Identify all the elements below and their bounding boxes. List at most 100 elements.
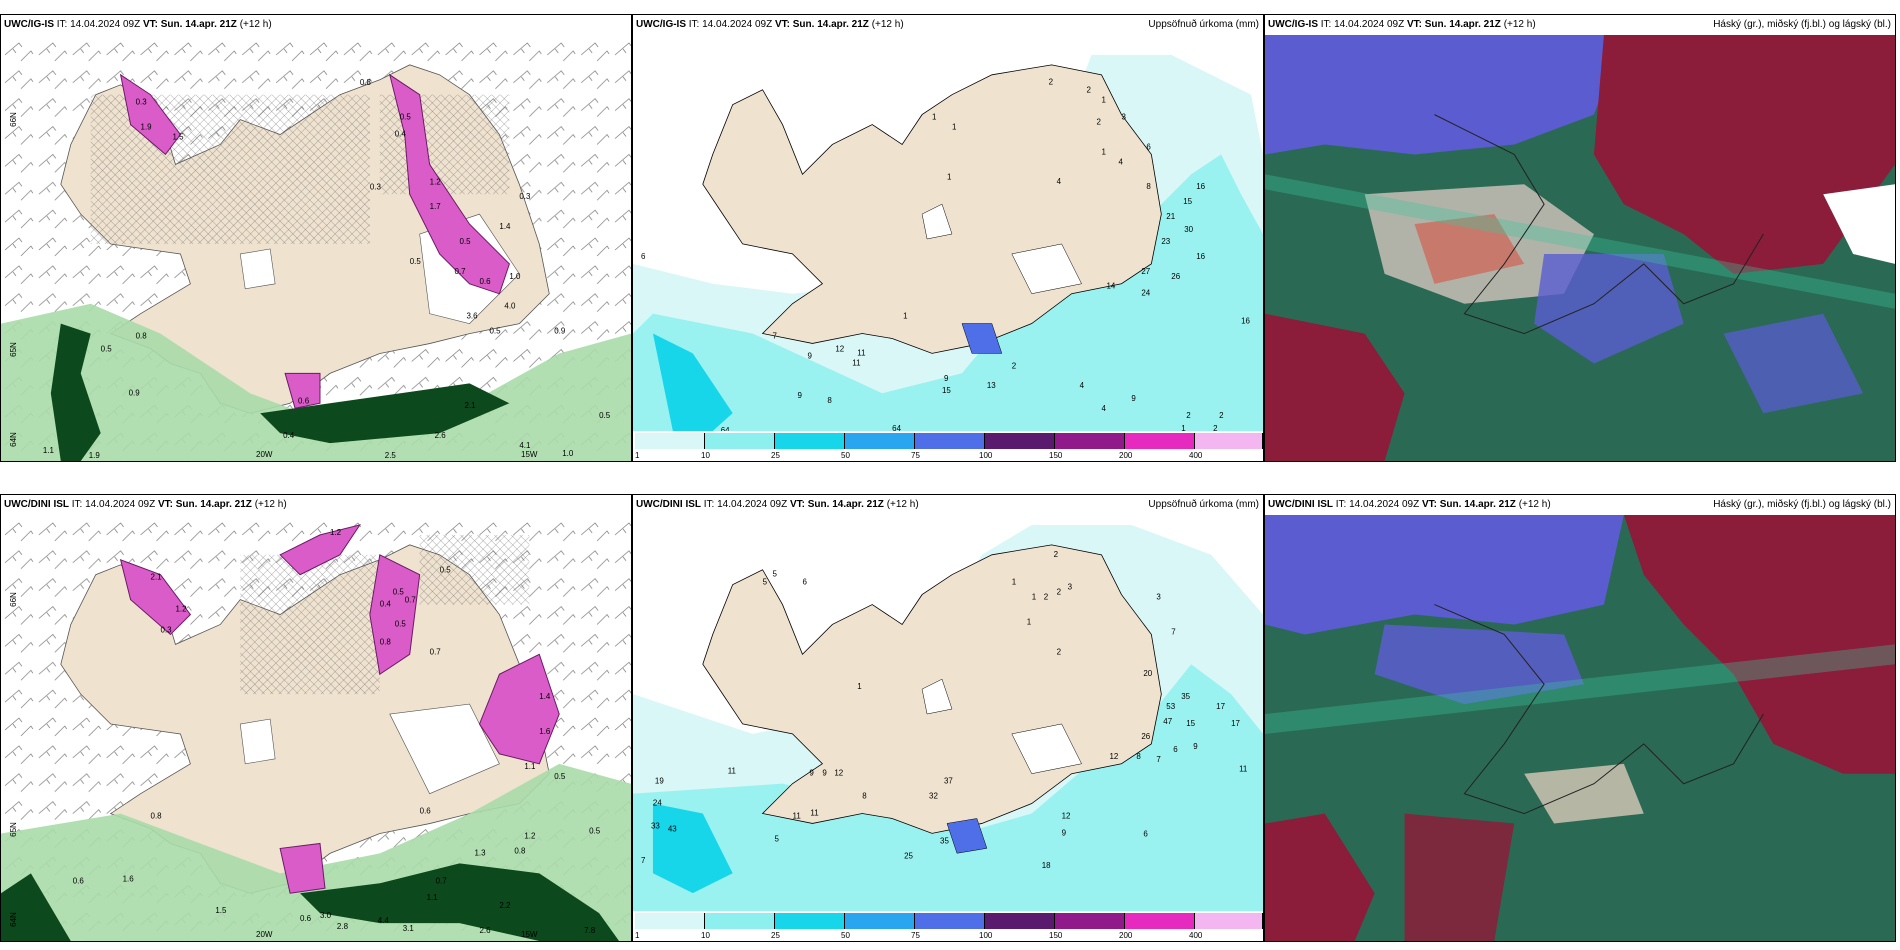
precip-value: 9 (1062, 828, 1067, 837)
precip-value: 2 (1186, 411, 1191, 420)
precip-value: 26 (1141, 732, 1150, 741)
precip-value: 17 (1231, 719, 1240, 728)
precip-value: 37 (944, 777, 953, 786)
valid-time: Sun. 14.apr. 21Z (792, 19, 869, 30)
wind-value: 0.5 (400, 113, 412, 122)
lead-time: (+12 h) (1503, 19, 1536, 30)
lead-time: (+12 h) (871, 19, 904, 30)
pink-precip-south (284, 372, 321, 409)
wind-value: 4.1 (519, 441, 531, 450)
lat-label: 64N (8, 432, 18, 447)
precip-value: 1 (1032, 593, 1037, 602)
model-name: UWC/IG-IS (1268, 19, 1318, 30)
wind-value: 2.1 (151, 573, 163, 582)
precip-value: 2 (1012, 361, 1017, 370)
low-cloud-center (1534, 253, 1684, 364)
precip-value: 32 (929, 792, 938, 801)
precip-value: 64 (721, 426, 730, 431)
top-cloud-panel: UWC/IG-IS IT: 14.04.2024 09Z VT: Sun. 14… (1264, 14, 1896, 462)
panel-title: Uppsöfnuð úrkoma (mm) (1148, 19, 1259, 30)
wind-value: 4.0 (504, 302, 516, 311)
precip-value: 2 (1049, 78, 1054, 87)
pink-precip-north (279, 524, 421, 676)
top-cloud-header: UWC/IG-IS IT: 14.04.2024 09Z VT: Sun. 14… (1265, 15, 1895, 35)
colorbar-tick: 150 (1049, 931, 1063, 940)
precip-value: 26 (1171, 272, 1180, 281)
colorbar-tick: 50 (841, 931, 850, 940)
wind-value: 0.6 (298, 396, 310, 405)
wind-value: 1.6 (123, 874, 135, 883)
valid-time: Sun. 14.apr. 21Z (1439, 499, 1516, 510)
wind-value: 0.7 (430, 647, 442, 656)
model-name: UWC/IG-IS (636, 19, 686, 30)
colorbar-tick: 200 (1119, 931, 1133, 940)
bottom-cloud-header: UWC/DINI ISL IT: 14.04.2024 09Z VT: Sun.… (1265, 495, 1895, 515)
vt-label: VT: (774, 19, 790, 30)
precip-value: 1 (1102, 147, 1107, 156)
wind-value: 1.6 (539, 727, 551, 736)
wind-value: 1.5 (172, 133, 184, 142)
precip-value: 16 (1196, 252, 1205, 261)
green-front-line (1265, 644, 1895, 734)
mid-cloud-southwest (1265, 813, 1375, 941)
blue-area (652, 803, 733, 894)
colorbar-swatch (845, 913, 915, 929)
precip-value: 7 (1171, 627, 1176, 636)
precip-value: 4 (1118, 157, 1123, 166)
precip-value: 12 (834, 769, 843, 778)
precip-value: 3 (1156, 593, 1161, 602)
valid-time: Sun. 14.apr. 21Z (175, 499, 252, 510)
wind-value: 3.6 (467, 312, 479, 321)
precip-value: 2 (1057, 588, 1062, 597)
wind-value: 1.9 (89, 451, 101, 460)
colorbar-tick: 1 (635, 931, 640, 940)
precip-value: 25 (904, 851, 913, 860)
bottom-cloud-map (1265, 515, 1895, 941)
lat-label: 66N (8, 112, 18, 127)
lon-label: 15W (521, 930, 538, 939)
bottom-precip-header: UWC/DINI ISL IT: 14.04.2024 09Z VT: Sun.… (633, 495, 1263, 515)
precip-value: 18 (1042, 861, 1051, 870)
iceland-coastline (1434, 604, 1764, 815)
wind-value: 0.5 (101, 345, 113, 354)
precip-value: 5 (775, 834, 780, 843)
lat-label: 65N (8, 822, 18, 837)
wind-value: 2.1 (465, 401, 477, 410)
precip-value: 9 (797, 391, 802, 400)
model-name: UWC/DINI ISL (636, 499, 701, 510)
wind-value: 0.8 (360, 78, 372, 87)
precip-value: 1 (947, 172, 952, 181)
wind-value: 1.4 (499, 222, 511, 231)
precip-value: 11 (852, 358, 861, 367)
precip-value: 6 (1173, 745, 1178, 754)
wind-value: 0.5 (460, 237, 472, 246)
precip-value: 1 (1012, 578, 1017, 587)
colorbar-swatch (845, 433, 915, 449)
colorbar: 1 10 25 50 75 100 150 200 400 (633, 431, 1263, 461)
precip-value: 3 (1121, 113, 1126, 122)
lake (921, 678, 953, 715)
colorbar-tick: 10 (701, 451, 710, 460)
mid-cloud-northeast (1623, 515, 1895, 774)
blue-area (652, 333, 733, 431)
wind-value: 0.5 (599, 411, 611, 420)
wind-value: 0.7 (436, 876, 448, 885)
wind-value: 3.0 (320, 911, 332, 920)
precip-value: 12 (1109, 752, 1118, 761)
low-cloud-east (1723, 313, 1864, 414)
wind-value: 0.6 (479, 277, 491, 286)
pink-precip-west (119, 73, 182, 156)
precip-value: 2 (1054, 550, 1059, 559)
vt-label: VT: (789, 499, 805, 510)
wind-value: 0.4 (395, 130, 407, 139)
cyan-area (633, 154, 1263, 431)
wind-value: 1.7 (430, 202, 442, 211)
precip-value: 8 (1136, 752, 1141, 761)
precip-value: 9 (1131, 394, 1136, 403)
wind-value: 0.8 (380, 637, 392, 646)
red-patch (1414, 214, 1525, 284)
precip-value: 14 (1106, 282, 1115, 291)
precip-value: 1 (1181, 424, 1186, 431)
wind-value: 7.8 (584, 926, 596, 935)
colorbar-swatch (635, 913, 705, 929)
